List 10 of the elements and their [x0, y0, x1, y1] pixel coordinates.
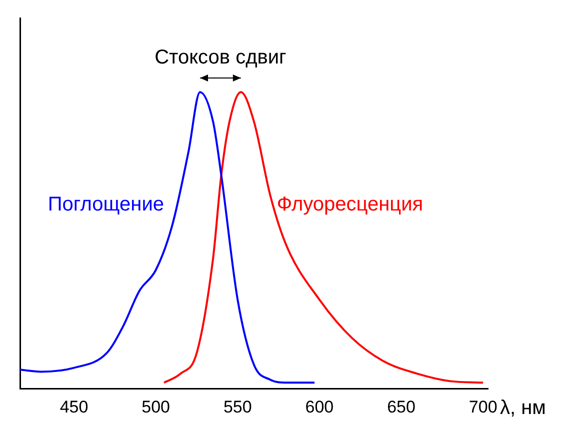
x-tick-label: 650 — [387, 397, 416, 416]
x-tick-label: 550 — [223, 397, 252, 416]
series-label: Поглощение — [48, 193, 164, 216]
series-label: Флуоресценция — [276, 193, 424, 216]
x-axis-title: λ, нм — [500, 397, 546, 420]
x-tick-label: 600 — [305, 397, 334, 416]
x-tick-label: 450 — [60, 397, 88, 416]
x-tick-label: 500 — [142, 397, 170, 416]
x-tick-label: 700 — [468, 397, 498, 416]
text: Стоксов сдвиг — [154, 46, 286, 69]
